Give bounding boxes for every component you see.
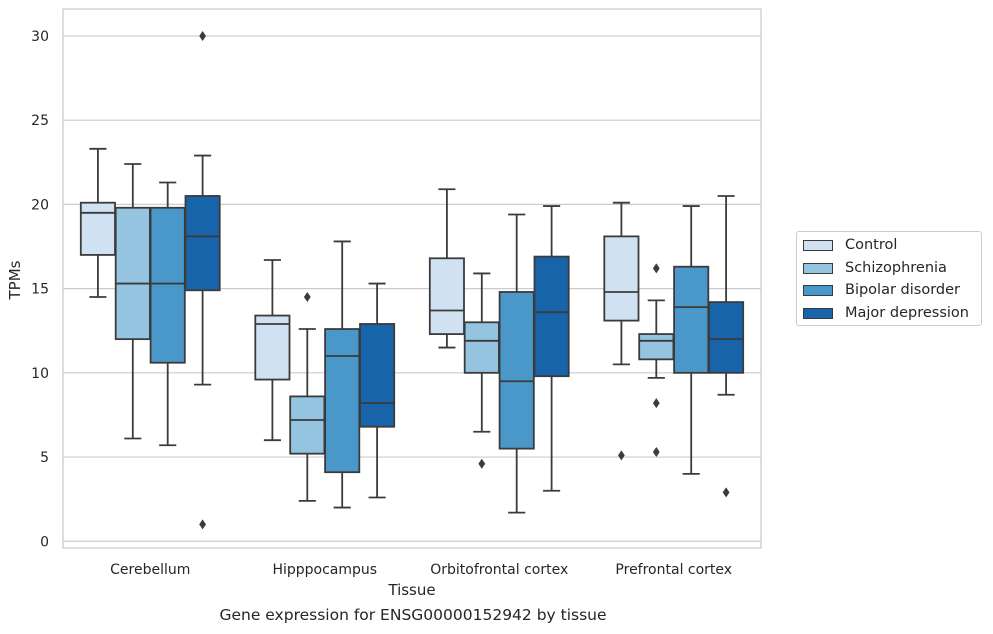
y-tick-labels: 0 5 10 15 20 25 30 (31, 29, 49, 550)
box-iqr (673, 265, 710, 374)
legend-swatch (803, 284, 833, 296)
box-iqr (533, 255, 570, 378)
outlier-point (478, 458, 486, 469)
box-iqr (149, 206, 186, 364)
box-iqr (638, 333, 675, 361)
box (289, 292, 326, 502)
box (359, 282, 396, 499)
outlier-point (199, 519, 206, 530)
x-tick-label: Hipppocampus (272, 562, 377, 578)
outlier-point (199, 30, 206, 41)
legend-label: Schizophrenia (845, 260, 947, 276)
outlier-point (652, 446, 660, 457)
x-tick-label: Prefrontal cortex (615, 562, 732, 578)
box (79, 147, 116, 298)
legend-swatch (803, 239, 833, 251)
outlier-point (303, 292, 311, 303)
legend-item-bipolar-disorder: Bipolar disorder (803, 280, 960, 300)
box (533, 205, 570, 492)
x-axis-label: Tissue (387, 581, 435, 599)
legend-item-major-depression: Major depression (803, 303, 969, 323)
box (254, 259, 291, 442)
legend: Control Schizophrenia Bipolar disorder M… (796, 231, 982, 326)
box (184, 30, 221, 530)
y-tick-label: 20 (31, 197, 49, 213)
box-iqr (498, 291, 535, 450)
plot-frame (62, 8, 762, 549)
legend-swatch (803, 307, 833, 319)
x-tick-label: Orbitofrontal cortex (430, 562, 568, 578)
legend-item-control: Control (803, 235, 897, 255)
outlier-point (618, 450, 625, 461)
y-tick-label: 5 (40, 450, 49, 466)
box (463, 272, 500, 469)
y-tick-label: 15 (31, 282, 49, 298)
box-iqr (428, 257, 465, 335)
outlier-point (652, 263, 660, 274)
box-iqr (603, 235, 640, 322)
outlier-point (722, 487, 730, 498)
box (428, 188, 465, 349)
x-tick-label: Cerebellum (110, 562, 190, 578)
box (638, 263, 675, 457)
legend-swatch (803, 262, 833, 274)
box (603, 201, 640, 461)
box-iqr (463, 321, 500, 374)
box-iqr (708, 301, 745, 374)
y-tick-label: 10 (31, 366, 49, 382)
x-tick-labels: Cerebellum Hipppocampus Orbitofrontal cort… (110, 562, 732, 578)
box-iqr (289, 395, 326, 455)
box-iqr (79, 201, 116, 256)
box-iqr (254, 314, 291, 381)
box-iqr (114, 206, 151, 341)
box (498, 213, 535, 514)
box-iqr (359, 323, 396, 428)
y-tick-label: 0 (40, 534, 49, 550)
box-iqr (184, 195, 221, 292)
chart-caption: Gene expression for ENSG00000152942 by t… (219, 606, 607, 624)
y-tick-label: 25 (31, 113, 49, 129)
y-tick-label: 30 (31, 29, 49, 45)
legend-label: Bipolar disorder (845, 282, 960, 298)
box (114, 163, 151, 440)
box (708, 195, 745, 498)
legend-label: Control (845, 237, 898, 253)
y-axis-label: TPMs (6, 260, 24, 300)
box (673, 205, 710, 475)
box-series (79, 30, 745, 530)
box (149, 181, 186, 447)
legend-item-schizophrenia: Schizophrenia (803, 258, 947, 278)
box (324, 240, 361, 509)
box-iqr (324, 328, 361, 474)
outlier-point (652, 398, 660, 409)
legend-label: Major depression (845, 305, 969, 321)
